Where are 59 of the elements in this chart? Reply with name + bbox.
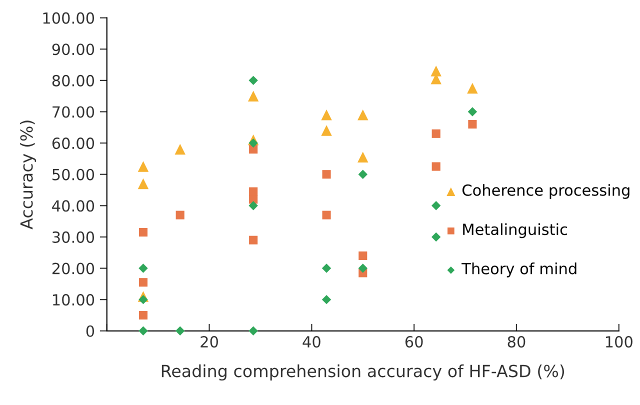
point [322,264,332,273]
point [432,129,440,138]
point [138,264,148,273]
legend-label: Metalinguistic [463,223,568,238]
point [138,278,148,287]
y-tick-label: 10.00 [53,294,94,306]
point [138,228,148,237]
point [432,162,440,171]
point [248,90,259,102]
y-tick-label: 100.00 [43,12,94,24]
point [322,210,331,220]
point [468,107,478,116]
point [467,82,478,94]
legend-label: Coherence processing [462,184,630,199]
y-tick-label: 90.00 [52,44,94,56]
point [358,109,368,120]
point [248,201,258,210]
point [249,145,258,154]
y-tick-label: 30.00 [52,231,94,243]
point [138,294,148,304]
point [248,76,258,86]
x-tick-label: 40 [302,336,320,348]
point [138,310,148,320]
x-tick-label: 100 [606,336,632,348]
point [431,201,441,210]
point [322,170,331,179]
y-tick-label: 20.00 [52,262,94,274]
point [138,178,149,190]
point [430,66,442,76]
point [468,120,477,129]
point [249,236,258,244]
y-axis-title: Accuracy (%) [20,120,36,230]
y-tick-label: 50.00 [52,168,94,180]
point [321,109,332,120]
x-tick-label: 20 [200,336,218,348]
point [322,294,332,304]
point [358,152,368,163]
y-tick-label: 60.00 [52,138,94,150]
point [248,138,258,148]
y-tick-label: 0 [86,325,94,337]
point [175,326,185,336]
point [358,264,368,273]
point [358,251,368,260]
point [176,210,184,220]
legend-label: Theory of mind [462,262,576,278]
x-tick-label: 80 [508,336,526,348]
y-tick-label: 70.00 [52,106,94,118]
x-tick-label: 60 [405,336,423,348]
point [138,161,149,172]
point [431,232,441,242]
point [358,170,368,179]
point [248,326,258,336]
x-axis-title: Reading comprehension accuracy of HF-ASD (%) [162,364,564,381]
y-tick-label: 40.00 [52,200,94,212]
point [249,195,258,204]
y-tick-label: 80.00 [52,74,94,86]
point [321,125,332,136]
point [138,326,148,336]
point [174,144,186,155]
